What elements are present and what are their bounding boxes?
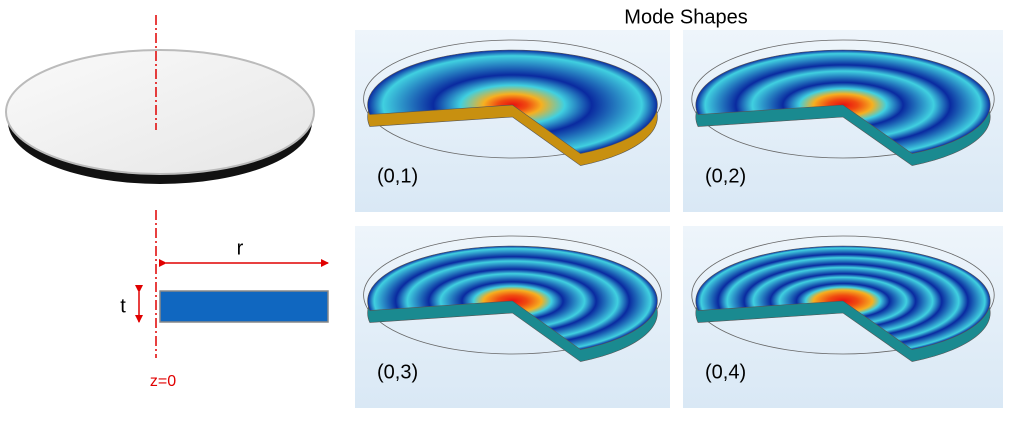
mode-label: (0,3) [377, 361, 418, 383]
mode-shape [695, 49, 991, 154]
mode-shape [367, 245, 658, 350]
disk-outline [691, 39, 995, 159]
title: Mode Shapes [624, 6, 747, 28]
mode-label: (0,2) [705, 165, 746, 187]
disk-photo [5, 49, 315, 184]
mode-shape [367, 49, 658, 154]
mode-shape [695, 245, 991, 350]
disk-outline [363, 235, 662, 355]
mode-panel: (0,3) [355, 226, 670, 408]
mode-panel: (0,2) [683, 30, 1003, 212]
disk-outline [363, 39, 662, 159]
mode-panel: (0,4) [683, 226, 1003, 408]
mode-panels: (0,1) (0,2) (0,3) (0,4) [355, 30, 1003, 408]
origin-label: z=0 [150, 373, 176, 390]
radius-label: r [237, 237, 244, 259]
thickness-label: t [120, 295, 126, 317]
mode-panel: (0,1) [355, 30, 670, 212]
disk-outline [691, 235, 995, 355]
mode-label: (0,1) [377, 165, 418, 187]
mode-label: (0,4) [705, 361, 746, 383]
cross-section [159, 290, 329, 323]
